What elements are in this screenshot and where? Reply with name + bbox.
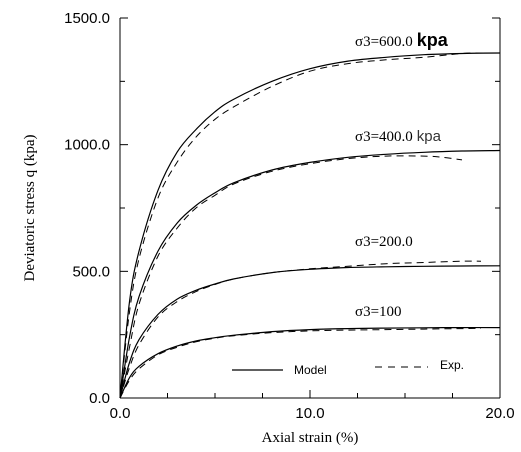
model-series-line [119,52,501,399]
model-series-line [119,265,501,399]
legend-exp-label: Exp. [440,358,464,372]
x-axis-label: Axial strain (%) [262,430,359,446]
legend: Model Exp. [232,358,464,377]
exp-series-line [119,260,482,399]
ticks [119,17,501,399]
x-tick-label: 0.0 [110,405,131,422]
y-tick-label: 1000.0 [64,137,110,154]
y-tick-label: 1500.0 [64,10,110,27]
tick-labels: 0.0 500.0 1000.0 1500.0 0.0 10.0 20.0 [64,10,514,422]
curve-label: σ3=100 [355,304,402,320]
exp-series-line [119,155,463,399]
curve-labels: σ3=600.0 kpa σ3=400.0 kpa σ3=200.0 σ3=100 [355,30,449,320]
model-series-line [119,149,501,399]
curve-label: σ3=400.0 kpa [355,128,442,145]
axes [119,18,501,399]
y-axis-label: Deviatoric stress q (kpa) [22,134,38,281]
exp-series-line [119,327,482,399]
y-tick-label: 0.0 [89,390,110,407]
series-layer [119,52,501,399]
legend-model-label: Model [294,363,327,377]
exp-series-line [119,52,482,399]
x-tick-label: 20.0 [485,405,514,422]
x-tick-label: 10.0 [295,405,324,422]
curve-label: σ3=200.0 [355,234,413,250]
curve-label: σ3=600.0 kpa [355,30,449,50]
y-tick-label: 500.0 [72,263,110,280]
